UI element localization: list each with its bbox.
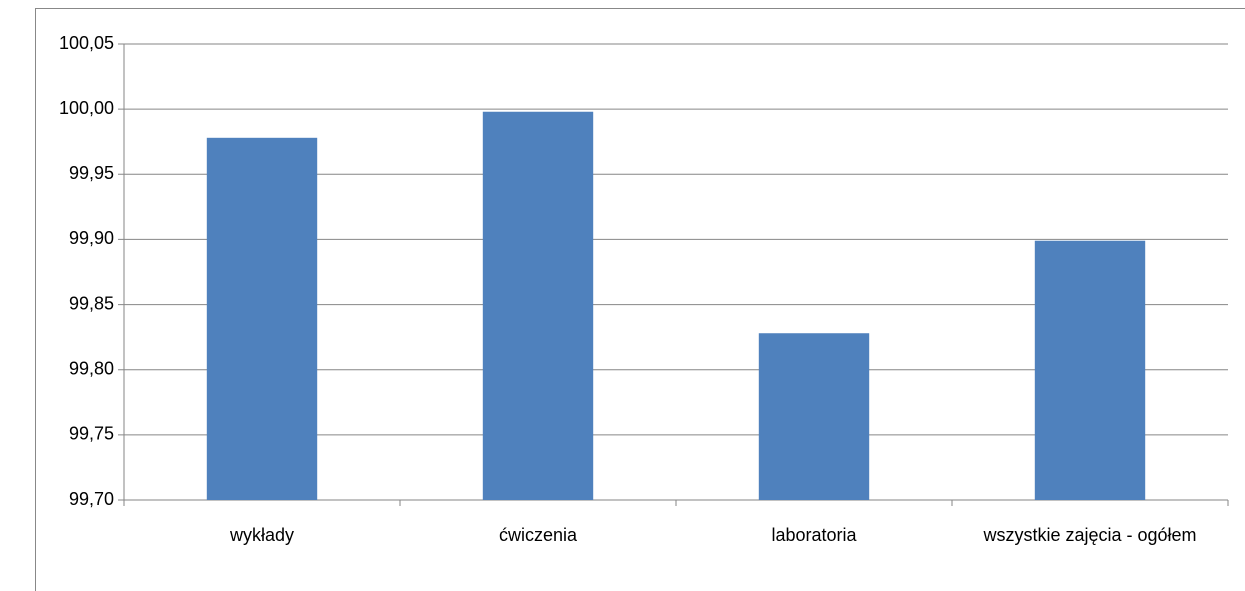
x-tick-label: laboratoria	[771, 525, 857, 545]
y-tick-label: 99,75	[69, 424, 114, 444]
y-tick-label: 100,00	[59, 98, 114, 118]
y-tick-label: 99,95	[69, 163, 114, 183]
bar	[482, 111, 594, 501]
chart-frame	[35, 8, 1245, 591]
y-tick-label: 99,70	[69, 489, 114, 509]
y-tick-label: 100,05	[59, 33, 114, 53]
y-tick-label: 99,85	[69, 293, 114, 313]
y-tick-label: 99,80	[69, 358, 114, 378]
x-tick-label: wszystkie zajęcia - ogółem	[983, 525, 1197, 545]
bar	[1034, 240, 1146, 500]
bar	[206, 137, 318, 500]
bar	[758, 333, 870, 500]
x-tick-label: ćwiczenia	[498, 525, 578, 545]
x-tick-label: wykłady	[229, 525, 295, 545]
y-tick-label: 99,90	[69, 228, 114, 248]
